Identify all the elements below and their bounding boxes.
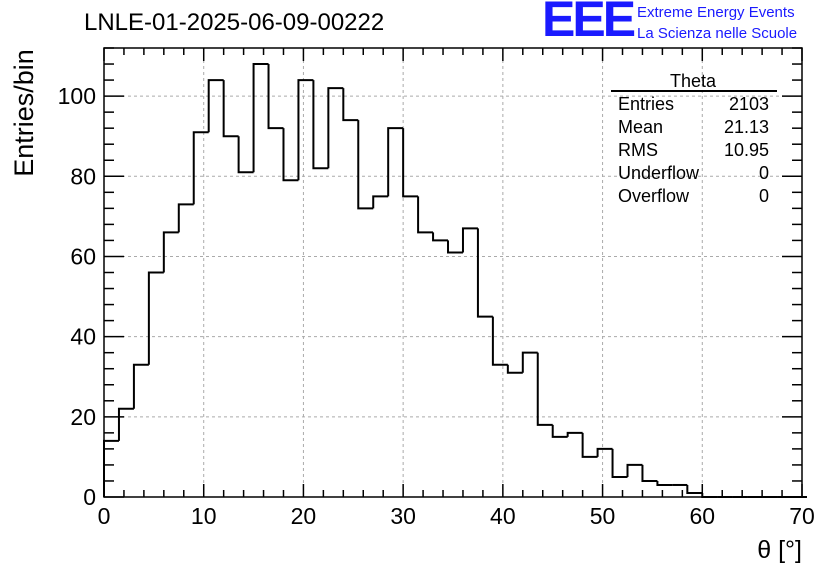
stats-row-label: Underflow [618,163,700,183]
histogram-bin [103,439,119,497]
stats-row-label: Overflow [618,186,690,206]
stats-box: Theta Entries 2103 Mean 21.13 RMS 10.95 Underf… [611,71,777,206]
histogram-bin [521,351,538,373]
y-tick-label: 40 [70,324,96,350]
stats-row-label: Entries [618,94,674,114]
histogram-bin [162,231,179,273]
histogram-bin [207,79,224,133]
histogram-bin [476,228,493,318]
stats-row-label: Mean [618,117,663,137]
x-tick-label: 50 [590,503,616,529]
histogram-bin [267,64,284,130]
histogram-bin [611,448,628,478]
histogram-bin [551,424,568,438]
histogram-bin [222,80,239,138]
histogram-bin [147,271,164,365]
histogram-bin [237,136,254,174]
stats-row-value: 21.13 [724,117,769,137]
x-tick-label: 30 [390,503,416,529]
stats-row-value: 10.95 [724,140,769,160]
y-tick-label: 0 [83,484,96,510]
x-tick-label: 0 [98,503,111,529]
stats-box-title: Theta [670,71,717,91]
logo-line-1: Extreme Energy Events [637,4,795,21]
histogram-bin [312,80,329,170]
histogram-bin [506,364,523,374]
stats-row-value: 2103 [729,94,769,114]
histogram-bin [432,232,449,242]
axis-ticks [103,47,803,498]
x-tick-label: 60 [689,503,715,529]
histogram-bin [686,484,703,494]
x-tick-label: 20 [291,503,317,529]
x-axis-label: θ [°] [757,536,802,564]
histogram-bin [536,352,553,426]
histogram-bin [566,431,583,437]
stats-row-label: RMS [618,140,658,160]
histogram-bin [177,203,194,233]
histogram-bins [103,63,807,498]
histogram-bin [132,363,149,409]
chart-title: LNLE-01-2025-06-09-00222 [84,9,385,36]
y-axis-label: Entries/bin [9,49,39,177]
histogram-bin [327,87,344,169]
y-tick-label: 60 [70,243,96,269]
eee-logo: EEE [542,0,636,47]
histogram-bin [387,127,404,197]
x-tick-label: 70 [789,503,815,529]
histogram-bin [596,447,613,457]
histogram-bin [581,432,598,458]
stats-row-value: 0 [759,163,769,183]
logo-line-2: La Scienza nelle Scuole [637,25,798,42]
y-tick-label: 100 [58,83,96,109]
stats-rows: Entries 2103 Mean 21.13 RMS 10.95 Underflow 0 Ov… [618,94,769,206]
histogram-bin [447,240,463,254]
y-tick-label: 80 [70,163,96,189]
y-tick-label: 20 [70,404,96,430]
histogram-bin [641,464,658,482]
histogram-bin [297,79,314,181]
histogram-bin [117,407,134,441]
histogram-bin [491,316,508,366]
histogram-bin [282,128,299,182]
histogram-bin [402,128,419,198]
histogram-bin [656,480,673,486]
histogram-bin [372,195,389,209]
grid-lines [104,48,802,497]
x-tick-label: 40 [490,503,516,529]
histogram-bin [701,492,718,498]
x-tick-label: 10 [191,503,217,529]
histogram-bin [626,463,643,477]
stats-row-value: 0 [759,186,769,206]
histogram-bin [357,120,374,210]
histogram-bin [461,227,478,253]
histogram-bin [417,196,434,234]
histogram-bin [192,131,209,205]
histogram-bin [252,63,269,173]
histogram-bin [342,88,359,122]
tick-labels: 0 10 20 30 40 50 60 70 0 20 40 60 80 100 [58,83,815,529]
